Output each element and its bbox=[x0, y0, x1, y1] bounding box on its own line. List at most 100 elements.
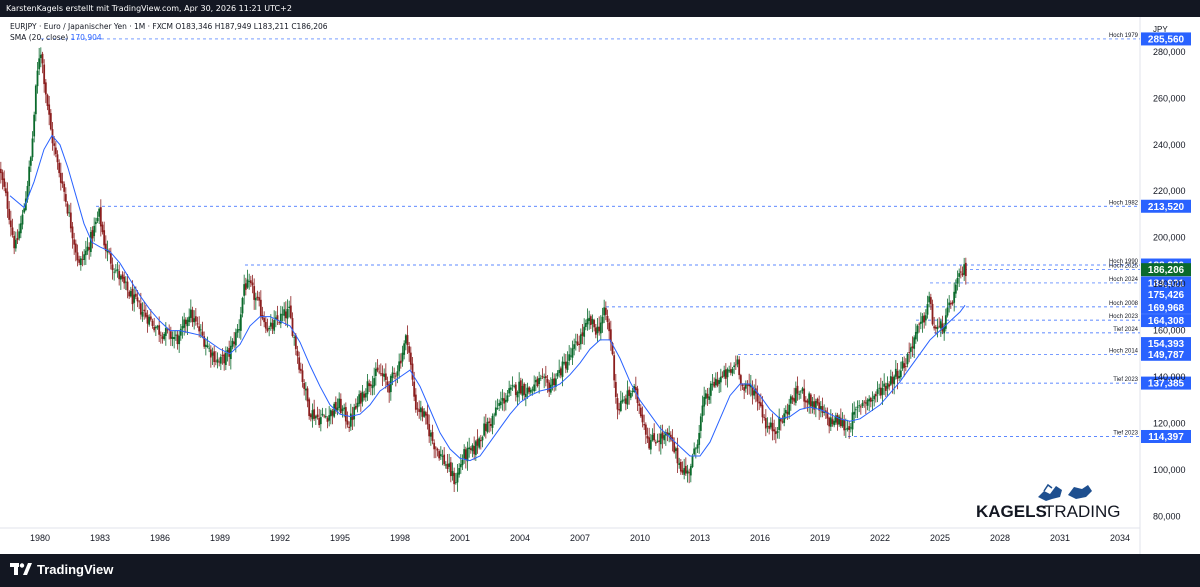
candle-body bbox=[521, 385, 524, 396]
candle-body bbox=[434, 447, 437, 449]
candle-body bbox=[11, 227, 14, 235]
candle-body bbox=[758, 401, 761, 404]
candle-body bbox=[949, 303, 952, 305]
candle-body bbox=[146, 315, 149, 324]
candle-body bbox=[309, 414, 312, 418]
candle-body bbox=[798, 393, 801, 395]
candle-body bbox=[431, 432, 434, 441]
candle-body bbox=[854, 409, 857, 411]
y-tick-label: 140,000 bbox=[1153, 372, 1186, 382]
level-line-label: Tief 2023 bbox=[1113, 430, 1138, 436]
candle-body bbox=[484, 423, 487, 431]
candle-body bbox=[504, 399, 507, 403]
candle-body bbox=[178, 335, 181, 345]
tradingview-logo[interactable]: TradingView bbox=[10, 561, 113, 577]
candle-body bbox=[244, 283, 247, 290]
candle-body bbox=[631, 391, 634, 392]
candle-body bbox=[426, 414, 429, 425]
candle-body bbox=[883, 383, 886, 387]
candle-body bbox=[129, 291, 132, 297]
chart-area[interactable]: JPY Hoch 1979 Hoch 1982 Hoch 1990 Hoch 2025… bbox=[0, 17, 1200, 554]
chart-header-bar: KarstenKagels erstellt mit TradingView.c… bbox=[0, 0, 1200, 17]
candle-body bbox=[303, 383, 306, 389]
candle-body bbox=[641, 414, 644, 423]
candle-body bbox=[803, 388, 806, 402]
price-tag bbox=[1141, 288, 1191, 302]
price-tag bbox=[1141, 376, 1191, 390]
candle-body bbox=[323, 415, 326, 417]
x-tick-label: 2028 bbox=[990, 533, 1010, 543]
candle-body bbox=[473, 446, 476, 455]
candle-body bbox=[451, 471, 454, 477]
candle-body bbox=[86, 246, 89, 252]
sma-value: 170,904 bbox=[70, 33, 102, 42]
candle-body bbox=[756, 392, 759, 402]
x-tick-label: 2019 bbox=[810, 533, 830, 543]
candle-body bbox=[386, 381, 389, 386]
candle-body bbox=[906, 354, 909, 365]
candle-body bbox=[144, 312, 147, 317]
candle-body bbox=[214, 360, 217, 362]
candle-body bbox=[219, 356, 222, 364]
candle-body bbox=[233, 341, 236, 345]
candle-body bbox=[904, 366, 907, 367]
candle-body bbox=[296, 350, 299, 357]
candle-body bbox=[113, 271, 116, 273]
candle-body bbox=[774, 431, 777, 435]
candle-body bbox=[133, 294, 136, 303]
candle-body bbox=[784, 409, 787, 414]
candle-body bbox=[958, 273, 961, 277]
y-tick-label: 240,000 bbox=[1153, 140, 1186, 150]
candle-body bbox=[138, 301, 141, 303]
candle-body bbox=[203, 336, 206, 347]
candle-body bbox=[358, 394, 361, 404]
candle-body bbox=[156, 326, 159, 328]
candle-body bbox=[4, 188, 7, 193]
candle-body bbox=[59, 172, 62, 183]
candle-body bbox=[516, 392, 519, 398]
candle-body bbox=[429, 432, 432, 437]
candle-body bbox=[201, 331, 204, 336]
candle-body bbox=[31, 138, 34, 158]
candle-body bbox=[374, 368, 377, 376]
candle-body bbox=[771, 422, 774, 432]
price-tag-label: 186,206 bbox=[1148, 265, 1185, 276]
candle-body bbox=[581, 332, 584, 336]
candle-body bbox=[369, 384, 372, 387]
candle-body bbox=[134, 293, 137, 297]
candle-body bbox=[634, 386, 637, 390]
candle-body bbox=[653, 433, 656, 441]
candle-body bbox=[243, 284, 246, 296]
candle-body bbox=[58, 162, 61, 174]
candle-body bbox=[78, 259, 81, 263]
candle-body bbox=[543, 377, 546, 379]
candle-body bbox=[293, 336, 296, 338]
candle-body bbox=[623, 399, 626, 401]
price-tag bbox=[1141, 314, 1191, 328]
candle-body bbox=[814, 400, 817, 409]
candle-body bbox=[813, 401, 816, 410]
candle-body bbox=[446, 463, 449, 469]
candle-body bbox=[493, 414, 496, 416]
x-tick-label: 1992 bbox=[270, 533, 290, 543]
candle-body bbox=[503, 398, 506, 404]
candle-body bbox=[496, 408, 499, 409]
candle-body bbox=[563, 362, 566, 364]
candle-body bbox=[863, 401, 866, 403]
candle-body bbox=[79, 258, 82, 265]
candle-body bbox=[316, 414, 319, 418]
candle-body bbox=[789, 396, 792, 404]
candle-body bbox=[288, 306, 291, 308]
candle-body bbox=[933, 326, 936, 329]
candle-body bbox=[656, 441, 659, 443]
candle-body bbox=[266, 328, 269, 331]
candle-body bbox=[584, 322, 587, 328]
candle-body bbox=[19, 223, 22, 234]
candle-body bbox=[558, 369, 561, 374]
candle-body bbox=[804, 400, 807, 403]
candle-body bbox=[34, 85, 37, 115]
candle-body bbox=[488, 421, 491, 423]
candle-body bbox=[524, 393, 527, 397]
watermark-brand-bold: KAGELS bbox=[976, 502, 1047, 521]
